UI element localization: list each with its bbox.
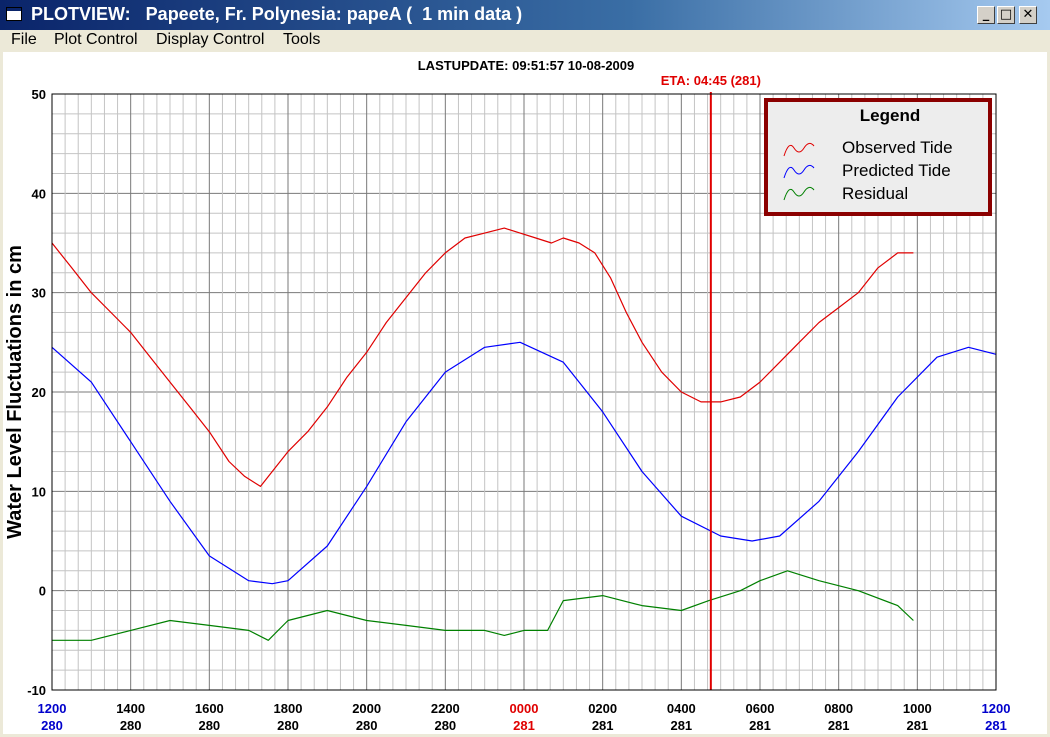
legend-label-residual: Residual — [842, 184, 908, 203]
x-tick-day: 280 — [356, 718, 378, 733]
x-tick-day: 281 — [670, 718, 692, 733]
series-residual — [52, 570, 914, 641]
x-tick-day: 280 — [277, 718, 299, 733]
legend-title: Legend — [860, 106, 920, 125]
menu-tools[interactable]: Tools — [283, 31, 321, 48]
x-tick-day: 280 — [41, 718, 63, 733]
x-tick-day: 281 — [985, 718, 1007, 733]
series-predicted-tide — [51, 341, 997, 585]
y-axis-label: Water Level Fluctuations in cm — [4, 245, 26, 539]
close-button[interactable]: ✕ — [1019, 6, 1037, 24]
x-tick-time: 1600 — [195, 701, 224, 716]
menu-display-control[interactable]: Display Control — [156, 31, 265, 48]
x-tick-time: 0200 — [588, 701, 617, 716]
x-tick-day: 281 — [906, 718, 928, 733]
x-tick-time: 1200 — [38, 701, 67, 716]
app-icon — [6, 7, 22, 21]
chart-series — [51, 227, 997, 641]
x-tick-time: 0000 — [510, 701, 539, 716]
legend-box — [764, 98, 992, 216]
y-tick-label: 40 — [32, 186, 46, 201]
eta-label: ETA: 04:45 (281) — [661, 73, 761, 88]
x-tick-day: 280 — [434, 718, 456, 733]
y-tick-label: 50 — [32, 87, 46, 102]
x-tick-time: 1800 — [274, 701, 303, 716]
x-tick-time: 0400 — [667, 701, 696, 716]
legend: Legend Observed Tide Predicted Tide Resi… — [764, 98, 992, 216]
last-update-label: LASTUPDATE: 09:51:57 10-08-2009 — [418, 58, 635, 73]
y-tick-label: 10 — [32, 484, 46, 499]
legend-swatch-predicted — [783, 164, 815, 179]
x-tick-day: 281 — [513, 718, 535, 733]
plot-frame — [51, 93, 997, 691]
legend-label-observed: Observed Tide — [842, 138, 953, 157]
legend-label-predicted: Predicted Tide — [842, 161, 951, 180]
x-tick-time: 1000 — [903, 701, 932, 716]
x-tick-day: 280 — [120, 718, 142, 733]
legend-swatch-observed — [783, 142, 815, 157]
x-tick-labels: 1200 280 1400 280 1600 280 1800 280 2000 280 2200 2… — [38, 701, 1011, 733]
x-tick-day: 281 — [749, 718, 771, 733]
x-tick-day: 281 — [592, 718, 614, 733]
window-title: PLOTVIEW: Papeete, Fr. Polynesia: papeA … — [31, 4, 523, 24]
series-observed-tide — [51, 227, 914, 487]
y-tick-label: 20 — [32, 385, 46, 400]
minimize-button[interactable]: _ — [977, 6, 995, 24]
x-tick-time: 1200 — [982, 701, 1011, 716]
y-tick-label: 0 — [39, 584, 46, 599]
menu-file[interactable]: File — [11, 31, 37, 48]
x-tick-time: 1400 — [116, 701, 145, 716]
x-tick-time: 2000 — [352, 701, 381, 716]
legend-swatch-residual — [783, 186, 815, 201]
x-tick-time: 2200 — [431, 701, 460, 716]
y-tick-labels: -10 0 10 20 30 40 50 — [27, 87, 46, 698]
x-tick-time: 0600 — [746, 701, 775, 716]
maximize-button[interactable]: □ — [997, 6, 1015, 24]
title-bar: PLOTVIEW: Papeete, Fr. Polynesia: papeA … — [0, 0, 1050, 30]
menu-plot-control[interactable]: Plot Control — [54, 31, 138, 48]
y-tick-label: 30 — [32, 286, 46, 301]
menu-bar: File Plot Control Display Control Tools — [0, 30, 1050, 52]
y-tick-label: -10 — [27, 683, 46, 698]
x-tick-day: 280 — [198, 718, 220, 733]
x-tick-day: 281 — [828, 718, 850, 733]
x-tick-time: 0800 — [824, 701, 853, 716]
